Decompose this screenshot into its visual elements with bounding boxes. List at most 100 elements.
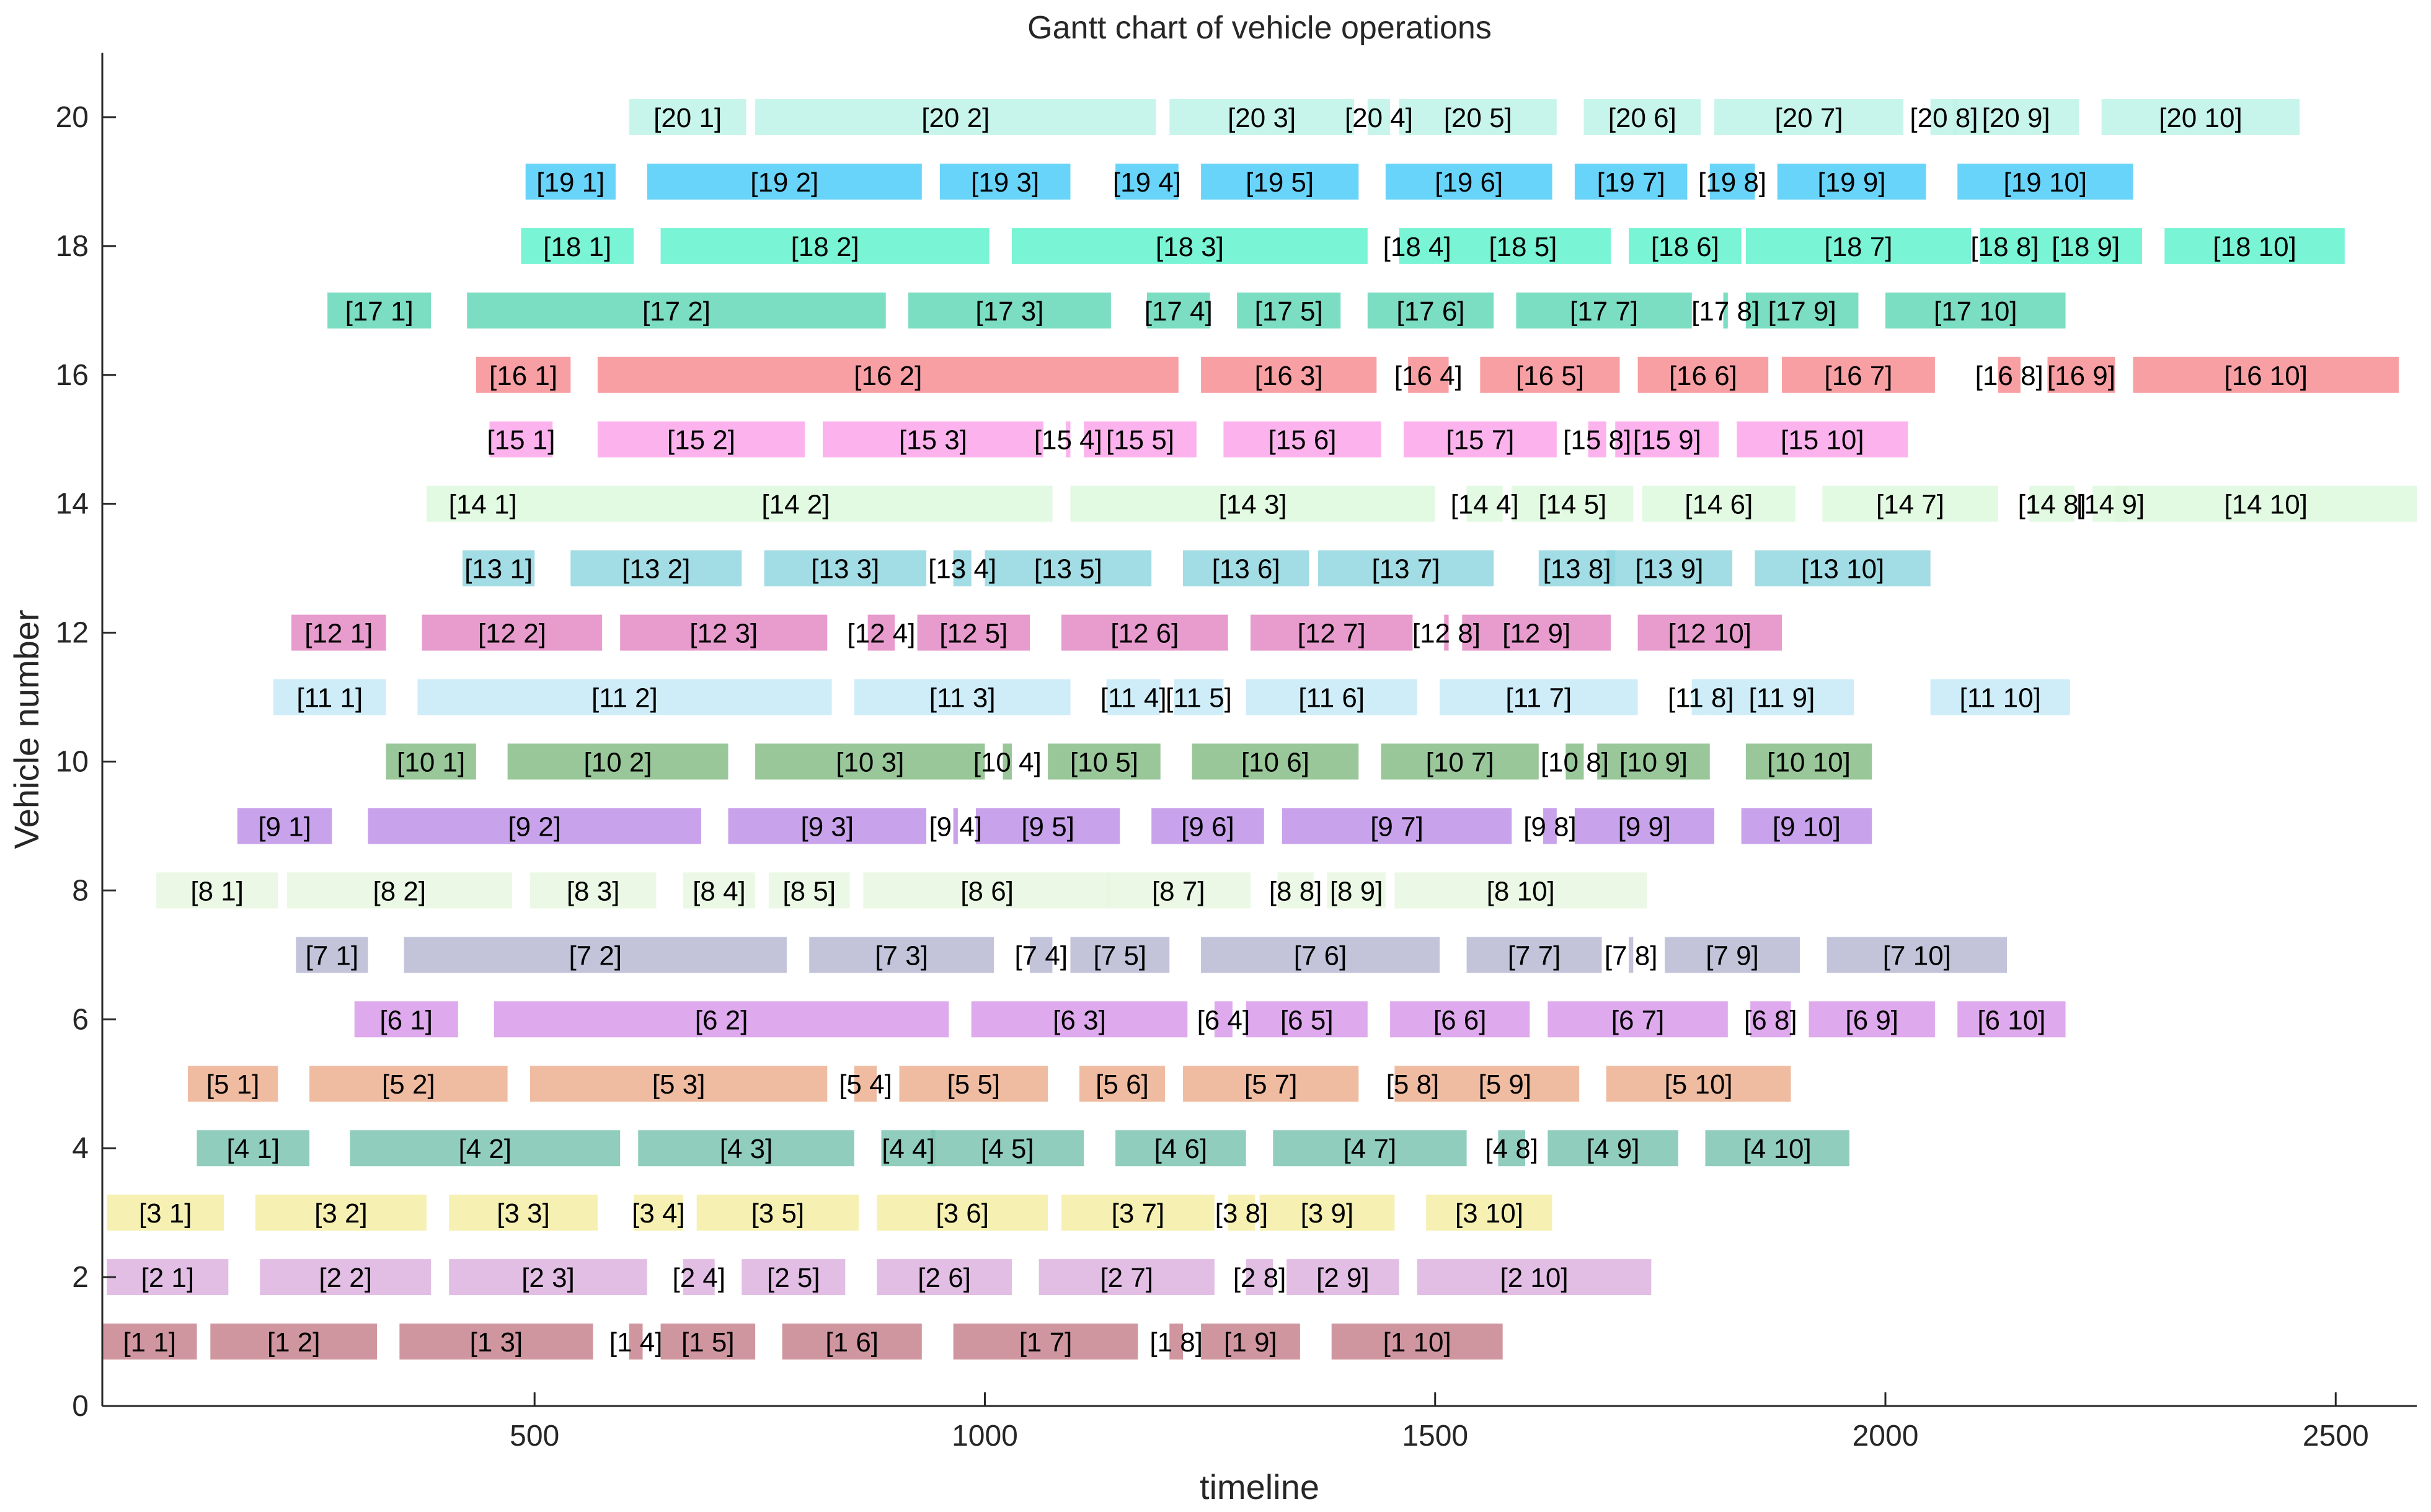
operation-label: [18 1] bbox=[543, 232, 611, 262]
operation-label: [2 8] bbox=[1233, 1263, 1286, 1293]
operation-bar bbox=[939, 163, 1071, 200]
operation-bar bbox=[260, 1259, 432, 1296]
operation-bar bbox=[1822, 485, 1998, 522]
operation-bar bbox=[1273, 1130, 1467, 1167]
operation-label: [6 2] bbox=[695, 1005, 748, 1035]
operation-label: [9 3] bbox=[800, 811, 854, 842]
operation-bar bbox=[1169, 99, 1355, 135]
operation-bar bbox=[570, 550, 742, 586]
operation-label: [12 1] bbox=[304, 619, 373, 649]
operation-bar bbox=[1228, 1195, 1255, 1231]
operation-label: [1 10] bbox=[1383, 1327, 1451, 1358]
operation-bar bbox=[449, 1195, 598, 1231]
operation-label: [18 7] bbox=[1824, 232, 1892, 262]
operation-label: [10 5] bbox=[1070, 747, 1138, 777]
operation-label: [5 10] bbox=[1665, 1069, 1733, 1100]
operation-label: [19 5] bbox=[1246, 167, 1314, 198]
operation-label: [7 10] bbox=[1883, 940, 1951, 971]
operation-label: [6 4] bbox=[1197, 1005, 1251, 1035]
bars-layer: [1 1] [1 2] [1 3] [1 4] [1 5] [1 6] [1 7] [1 8]… bbox=[102, 99, 2417, 1360]
operation-bar bbox=[296, 937, 368, 973]
operation-bar bbox=[1548, 1130, 1678, 1167]
vehicle-2-row: [2 1] [2 2] [2 3] [2 4] [2 5] [2 6] [2 7] [2 8]… bbox=[107, 1259, 1652, 1296]
operation-bar bbox=[809, 937, 994, 973]
operation-bar bbox=[386, 743, 476, 780]
operation-label: [14 3] bbox=[1219, 490, 1287, 520]
operation-label: [19 7] bbox=[1597, 167, 1665, 198]
operation-bar bbox=[494, 1001, 949, 1038]
operation-label: [20 8] bbox=[1910, 103, 1978, 133]
operation-bar bbox=[273, 679, 386, 715]
operation-bar bbox=[1480, 356, 1620, 393]
operation-label: [6 5] bbox=[1280, 1005, 1334, 1035]
operation-label: [2 10] bbox=[1500, 1263, 1568, 1293]
operation-label: [12 8] bbox=[1412, 619, 1481, 649]
vehicle-11-row: [11 1] [11 2] [11 3] [11 4][11 5] [11 6] [11 … bbox=[273, 679, 2070, 715]
operation-label: [16 5] bbox=[1516, 361, 1584, 391]
operation-bar bbox=[1606, 550, 1733, 586]
operation-label: [14 9] bbox=[2076, 490, 2145, 520]
operation-bar bbox=[1246, 1001, 1368, 1038]
operation-label: [4 2] bbox=[459, 1134, 512, 1164]
operation-bar bbox=[1565, 743, 1584, 780]
operation-bar bbox=[1809, 1001, 1935, 1038]
operation-label: [18 2] bbox=[791, 232, 859, 262]
x-tick-label: 2000 bbox=[1853, 1420, 1919, 1452]
operation-label: [4 9] bbox=[1587, 1134, 1640, 1164]
operation-bar bbox=[1574, 163, 1688, 200]
operation-bar bbox=[197, 1130, 310, 1167]
operation-bar bbox=[1426, 1195, 1552, 1231]
operation-label: [20 2] bbox=[921, 103, 990, 133]
operation-bar bbox=[286, 872, 512, 909]
operation-label: [6 8] bbox=[1744, 1005, 1797, 1035]
operation-label: [3 1] bbox=[139, 1198, 192, 1229]
operation-label: [17 1] bbox=[345, 296, 414, 327]
operation-bar bbox=[2047, 356, 2115, 393]
operation-bar bbox=[309, 1066, 508, 1102]
operation-bar bbox=[683, 872, 756, 909]
operation-label: [5 8] bbox=[1386, 1069, 1440, 1100]
operation-label: [7 6] bbox=[1294, 940, 1347, 971]
operation-label: [11 9] bbox=[1749, 683, 1815, 714]
operation-bar bbox=[683, 1259, 715, 1296]
operation-bar bbox=[768, 872, 850, 909]
y-tick-label: 16 bbox=[56, 359, 89, 392]
operation-label: [17 10] bbox=[1934, 296, 2017, 327]
operation-label: [8 3] bbox=[567, 876, 620, 906]
operation-label: [2 4] bbox=[672, 1263, 725, 1293]
operation-bar bbox=[1012, 228, 1368, 264]
operation-label: [1 3] bbox=[470, 1327, 523, 1358]
operation-label: [2 3] bbox=[521, 1263, 575, 1293]
operation-bar bbox=[1385, 163, 1552, 200]
operation-label: [4 10] bbox=[1743, 1134, 1812, 1164]
operation-bar bbox=[1629, 937, 1634, 973]
operation-label: [7 1] bbox=[306, 940, 359, 971]
operation-bar bbox=[782, 1324, 922, 1360]
operation-bar bbox=[422, 614, 603, 651]
operation-bar bbox=[660, 228, 990, 264]
y-tick-label: 18 bbox=[56, 230, 89, 263]
operation-bar bbox=[597, 421, 805, 458]
operation-bar bbox=[1403, 421, 1557, 458]
operation-bar bbox=[1777, 163, 1926, 200]
operation-label: [9 5] bbox=[1021, 811, 1074, 842]
operation-bar bbox=[1957, 163, 2133, 200]
vehicle-20-row: [20 1] [20 2] [20 3] [20 4] [20 5] [20 6] [20 … bbox=[629, 99, 2300, 135]
vehicle-6-row: [6 1] [6 2] [6 3] [6 4] [6 5] [6 6] [6 7] [6 8]… bbox=[354, 1001, 2066, 1038]
operation-label: [16 1] bbox=[489, 361, 557, 391]
operation-bar bbox=[449, 1259, 647, 1296]
operation-bar bbox=[1327, 872, 1386, 909]
chart-title: Gantt chart of vehicle operations bbox=[1027, 10, 1492, 46]
operation-bar bbox=[742, 1259, 846, 1296]
operation-label: [10 7] bbox=[1426, 747, 1494, 777]
operation-bar bbox=[1237, 292, 1341, 329]
operation-label: [1 1] bbox=[123, 1327, 176, 1358]
operation-label: [16 8] bbox=[1975, 361, 2044, 391]
operation-bar bbox=[881, 1130, 936, 1167]
x-tick-label: 1000 bbox=[952, 1420, 1018, 1452]
operation-bar bbox=[1061, 614, 1228, 651]
operation-label: [3 8] bbox=[1215, 1198, 1269, 1229]
operation-bar bbox=[1408, 356, 1449, 393]
operation-label: [11 5] bbox=[1166, 683, 1232, 714]
operation-label: [15 10] bbox=[1781, 425, 1864, 456]
